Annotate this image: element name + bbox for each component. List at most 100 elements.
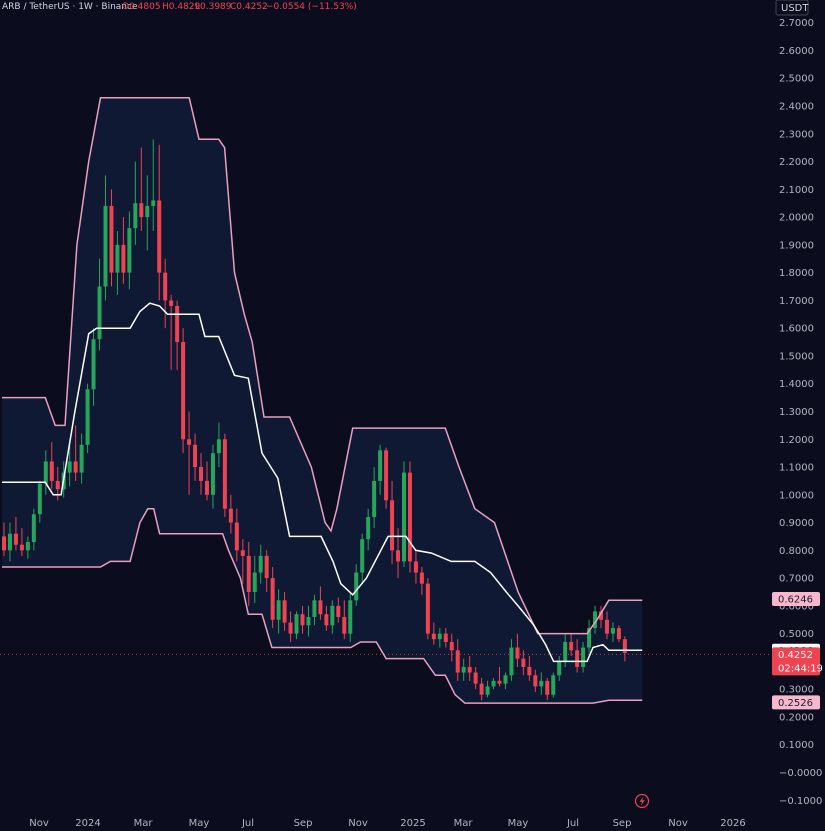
open-value: O0.4805 — [122, 2, 161, 12]
y-tick-label: 0.6000 — [779, 601, 814, 612]
price-tag-box — [772, 695, 820, 710]
candle — [109, 189, 114, 287]
candle — [199, 453, 204, 495]
candle — [31, 508, 36, 551]
candle-body — [228, 508, 233, 523]
y-tick-label: 0.8000 — [779, 546, 814, 557]
y-tick-label: 1.5000 — [779, 351, 814, 362]
candle — [533, 669, 538, 692]
candle — [473, 666, 478, 690]
candle — [228, 494, 233, 534]
y-tick-label: 2.3000 — [779, 129, 814, 140]
candle — [79, 433, 84, 484]
candle-body — [378, 450, 383, 481]
candle-body — [25, 541, 30, 551]
candle — [515, 633, 520, 667]
candle — [485, 680, 490, 698]
candle — [324, 605, 329, 631]
y-tick-label: 2.4000 — [779, 102, 814, 113]
currency-badge-label: USDT — [781, 3, 809, 14]
candle — [443, 628, 448, 648]
candle-body — [360, 539, 365, 573]
x-tick-label: Jul — [566, 818, 579, 829]
candle — [401, 461, 406, 567]
currency-badge[interactable]: USDT — [775, 0, 809, 16]
candle-body — [175, 305, 180, 343]
candle — [503, 672, 508, 690]
candle-body — [79, 444, 84, 473]
candle-body — [497, 680, 502, 684]
candle — [7, 522, 12, 562]
y-tick-label: 1.9000 — [779, 240, 814, 251]
candle-body — [234, 522, 239, 551]
y-tick-label: 0.5000 — [779, 629, 814, 640]
lightning-icon[interactable] — [634, 793, 650, 809]
candle-body — [222, 439, 227, 509]
candle — [557, 655, 562, 681]
candle — [545, 678, 550, 701]
candle-body — [342, 616, 347, 634]
candle — [539, 672, 544, 695]
candle-body — [139, 203, 144, 218]
candle — [425, 578, 430, 640]
candle-body — [479, 683, 484, 695]
x-tick-label: May — [189, 818, 210, 829]
candle — [246, 541, 251, 606]
candle-body — [282, 600, 287, 623]
candle — [599, 605, 603, 629]
candle-body — [604, 619, 609, 634]
candle — [521, 650, 526, 676]
price-axis[interactable]: 2.7000 2.6000 2.5000 2.4000 2.3000 2.2000 2.10… — [779, 18, 822, 807]
x-tick-label: Sep — [294, 818, 313, 829]
candle-body — [31, 514, 36, 542]
candle-body — [13, 533, 18, 545]
y-tick-label: 1.3000 — [779, 407, 814, 418]
candle — [372, 467, 377, 529]
candle-body — [294, 614, 299, 634]
candle — [378, 444, 383, 495]
candle-body — [127, 228, 132, 273]
candle-body — [569, 641, 574, 651]
candle — [2, 522, 6, 556]
candle-body — [366, 517, 371, 540]
candle — [193, 433, 198, 481]
y-tick-label: −0.0000 — [779, 768, 822, 779]
x-tick-label: Jul — [241, 818, 254, 829]
candle-body — [485, 686, 490, 695]
band-fill-area — [2, 97, 643, 704]
change-value: −0.0554 (−11.53%) — [266, 2, 357, 12]
candle-body — [616, 628, 621, 640]
candle — [139, 147, 144, 231]
candle-body — [551, 675, 556, 695]
candle — [145, 175, 150, 251]
candle — [115, 230, 120, 295]
y-tick-label: 2.1000 — [779, 185, 814, 196]
candle — [151, 139, 156, 231]
x-tick-label: 2025 — [400, 818, 425, 829]
candle-body — [306, 616, 311, 626]
candle-body — [7, 533, 12, 551]
candle — [91, 328, 96, 406]
candle — [354, 564, 359, 606]
candle — [258, 544, 263, 584]
time-axis[interactable]: Nov 2024 Mar May Jul Sep Nov 2025 Mar May Jul Sep No… — [29, 818, 745, 829]
y-tick-label: 0.9000 — [779, 518, 814, 529]
y-tick-label: 0.1000 — [779, 740, 814, 751]
candle — [366, 508, 371, 551]
candle-body — [133, 203, 138, 229]
candle-body — [252, 572, 257, 592]
candle-body — [527, 666, 532, 676]
y-tick-label: 0.2000 — [779, 712, 814, 723]
candle — [252, 555, 257, 604]
candle — [461, 658, 466, 681]
candle — [342, 600, 347, 640]
y-tick-label: 1.8000 — [779, 268, 814, 279]
y-tick-label: 0.7000 — [779, 574, 814, 585]
candle — [13, 517, 18, 551]
candle — [157, 144, 162, 301]
candle-body — [354, 572, 359, 601]
candle — [163, 258, 168, 329]
candle — [467, 655, 472, 681]
candle — [306, 605, 311, 637]
